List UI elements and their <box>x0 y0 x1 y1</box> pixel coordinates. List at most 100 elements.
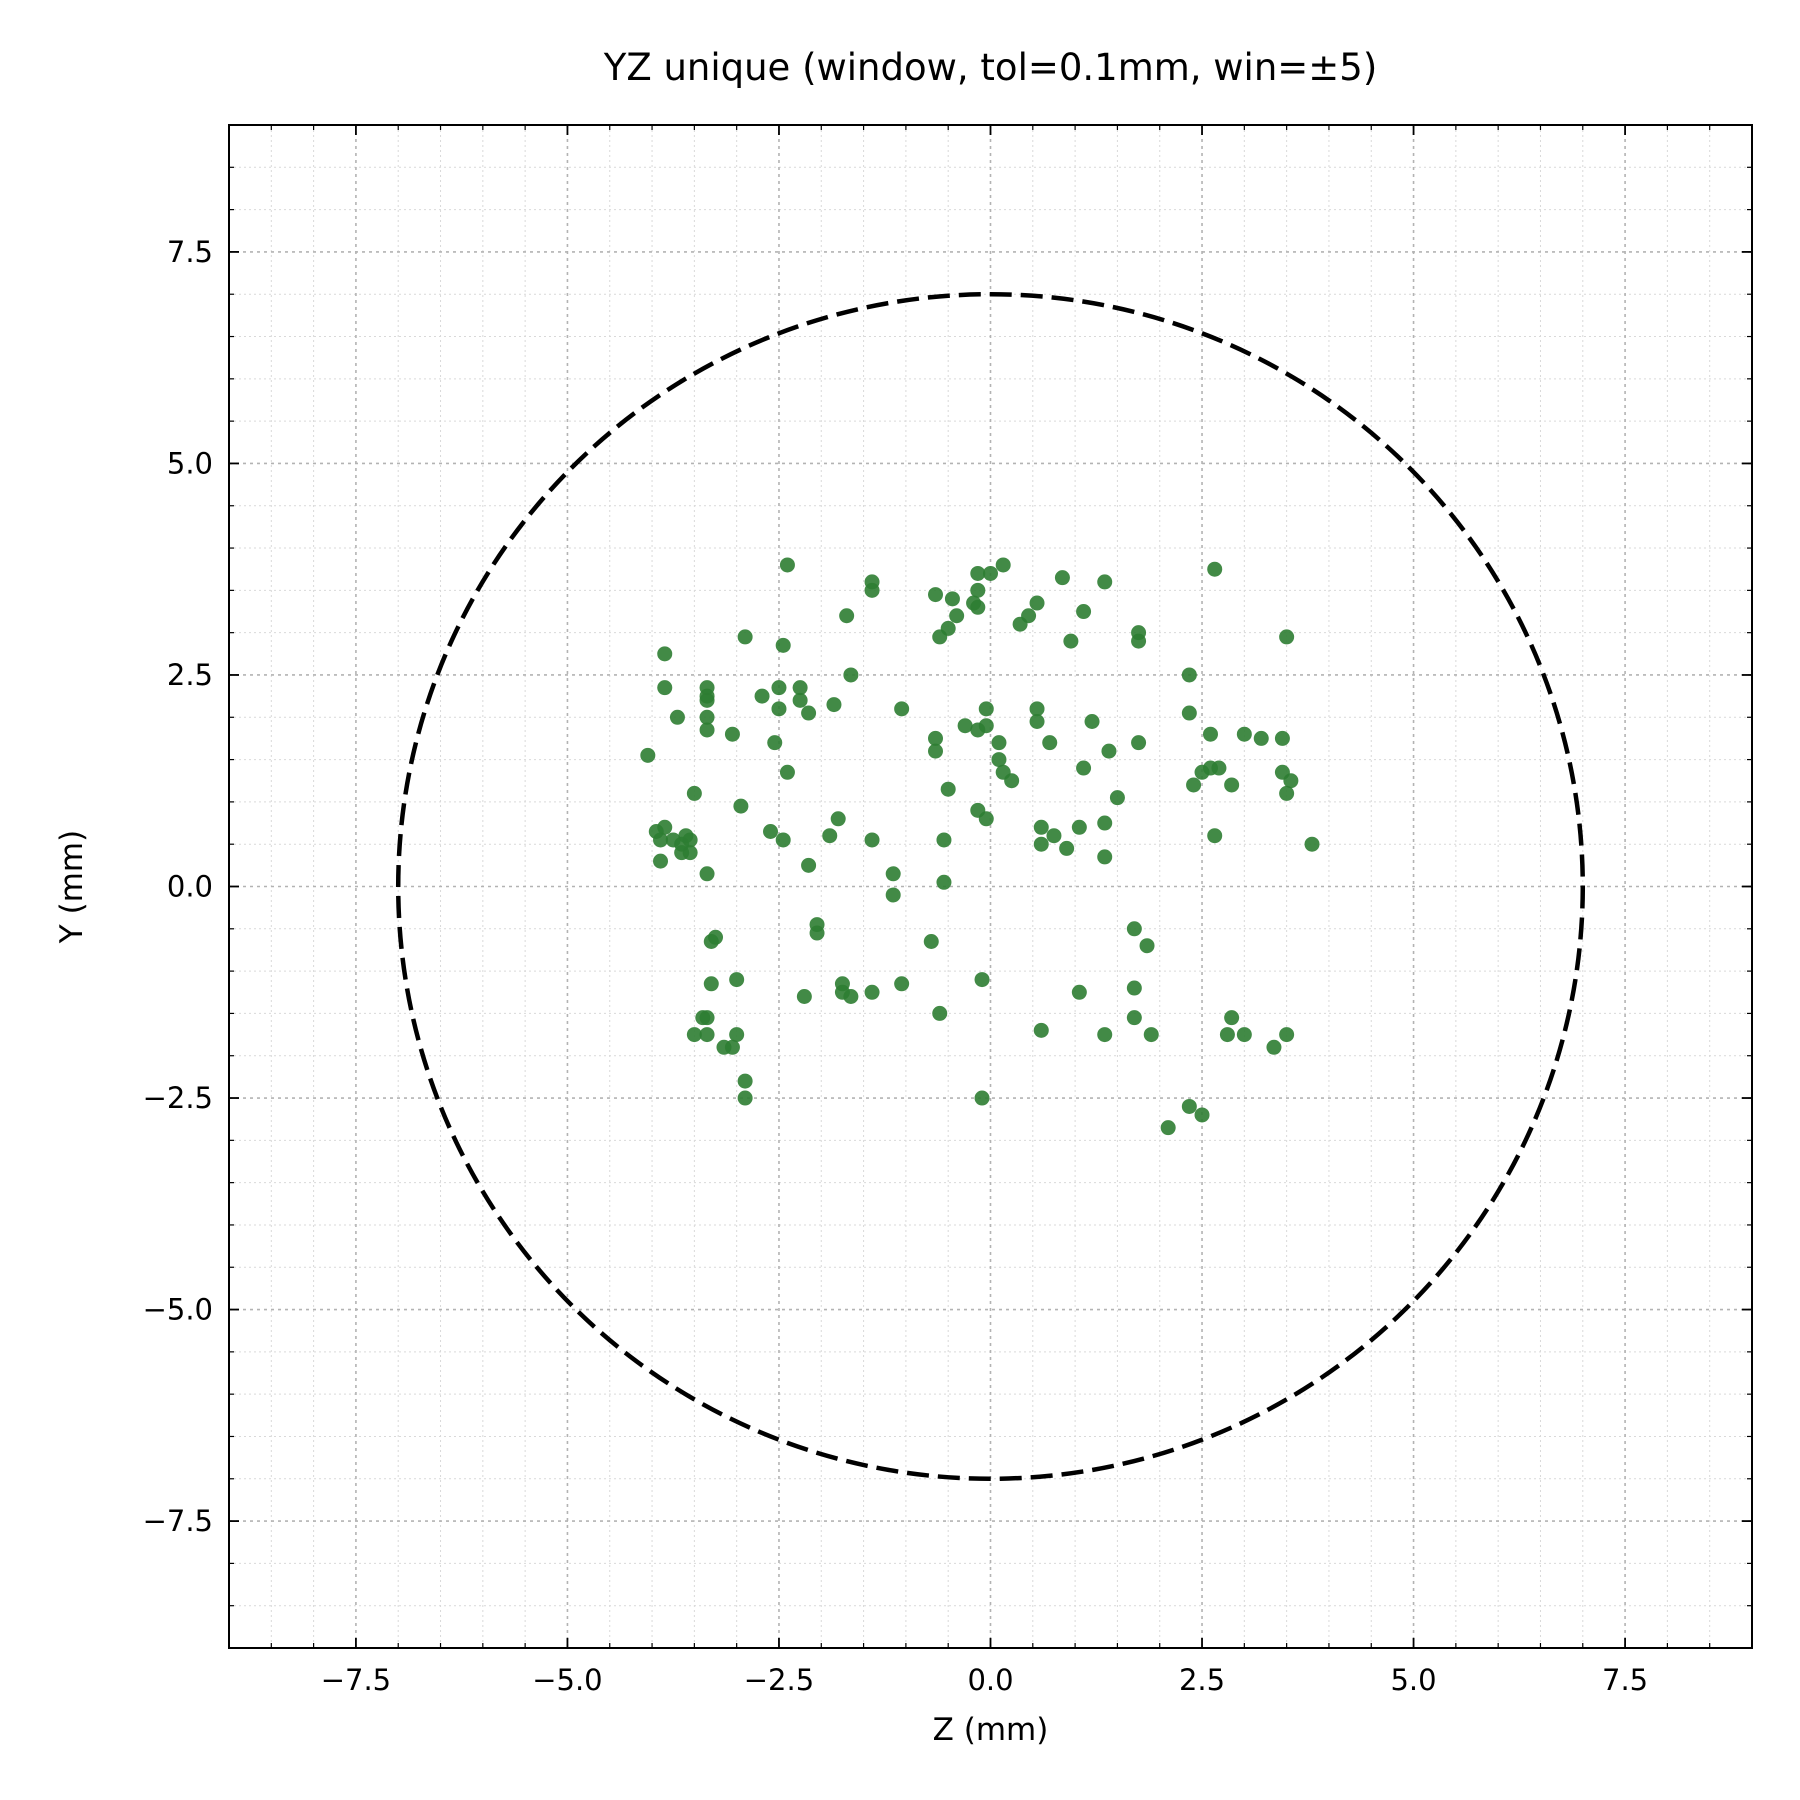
data-point <box>1071 819 1087 835</box>
data-point <box>771 701 787 717</box>
data-point <box>957 718 973 734</box>
data-point <box>1186 777 1202 793</box>
data-point <box>796 988 812 1004</box>
data-point <box>978 701 994 717</box>
data-point <box>885 866 901 882</box>
data-point <box>1279 1027 1295 1043</box>
data-point <box>640 747 656 763</box>
y-tick-label: −7.5 <box>143 1504 213 1538</box>
y-axis-label: Y (mm) <box>54 830 90 944</box>
data-point <box>724 1039 740 1055</box>
data-point <box>779 764 795 780</box>
data-point <box>703 976 719 992</box>
data-point <box>843 988 859 1004</box>
minor-grid <box>228 124 1753 1649</box>
data-point <box>1131 633 1147 649</box>
data-point <box>1084 714 1100 730</box>
data-point <box>1224 1010 1240 1026</box>
data-point <box>699 688 715 704</box>
data-point <box>1207 828 1223 844</box>
data-point <box>1046 828 1062 844</box>
data-point <box>699 1027 715 1043</box>
data-point <box>978 718 994 734</box>
data-point <box>1012 616 1028 632</box>
data-point <box>1131 735 1147 751</box>
x-tick-label: −7.5 <box>321 1663 391 1697</box>
data-point <box>801 857 817 873</box>
data-point <box>1004 773 1020 789</box>
data-point <box>826 697 842 713</box>
data-point <box>792 680 808 696</box>
data-point <box>928 743 944 759</box>
data-point <box>970 599 986 615</box>
x-tick-label: 7.5 <box>1602 1663 1648 1697</box>
x-tick-label: 2.5 <box>1179 1663 1225 1697</box>
data-point <box>1076 760 1092 776</box>
data-point <box>864 582 880 598</box>
data-point <box>1126 980 1142 996</box>
data-point <box>653 832 669 848</box>
data-point <box>1236 726 1252 742</box>
data-point <box>1071 984 1087 1000</box>
data-point <box>767 735 783 751</box>
data-point <box>991 752 1007 768</box>
data-point <box>936 874 952 890</box>
data-point <box>932 629 948 645</box>
data-point <box>754 688 770 704</box>
data-point <box>949 608 965 624</box>
data-point <box>944 591 960 607</box>
tick-labels: −7.5 −5.0 −2.5 0.0 2.5 5.0 7.5 −7.5 −5.0 −2.5 0.0 2… <box>143 235 1649 1697</box>
radius-circle <box>395 291 1586 1482</box>
data-point <box>733 798 749 814</box>
data-point <box>932 1005 948 1021</box>
data-point <box>1253 730 1269 746</box>
data-point <box>699 722 715 738</box>
data-point <box>974 1090 990 1106</box>
data-point <box>1029 714 1045 730</box>
data-point <box>1283 773 1299 789</box>
data-point <box>1097 574 1113 590</box>
data-point <box>1279 785 1295 801</box>
data-point <box>1143 1027 1159 1043</box>
data-point <box>983 565 998 581</box>
data-point <box>1054 570 1070 586</box>
data-point <box>1033 1022 1049 1038</box>
data-point <box>1279 629 1295 645</box>
major-grid <box>229 125 1752 1648</box>
data-point <box>894 701 910 717</box>
data-point <box>923 933 939 949</box>
data-point <box>1207 561 1223 577</box>
data-point <box>1029 595 1045 611</box>
data-point <box>991 735 1007 751</box>
data-point <box>1126 921 1142 937</box>
data-point <box>1236 1027 1252 1043</box>
x-tick-label: 0.0 <box>967 1663 1013 1697</box>
y-tick-label: −2.5 <box>143 1081 213 1115</box>
data-point <box>686 1027 702 1043</box>
data-point <box>1076 604 1092 620</box>
data-point <box>1097 1027 1113 1043</box>
data-point <box>792 692 808 708</box>
x-tick-label: −2.5 <box>744 1663 814 1697</box>
x-tick-label: 5.0 <box>1390 1663 1436 1697</box>
data-point <box>1274 730 1290 746</box>
data-point <box>657 646 673 662</box>
data-point <box>737 629 753 645</box>
data-point <box>1224 777 1240 793</box>
data-point <box>653 853 669 869</box>
data-point <box>1042 735 1058 751</box>
data-point <box>763 824 779 840</box>
data-point <box>940 781 956 797</box>
data-point <box>699 1010 715 1026</box>
data-point <box>737 1073 753 1089</box>
data-point <box>1181 705 1197 721</box>
data-point <box>1033 836 1049 852</box>
data-point <box>703 933 719 949</box>
data-point <box>1109 790 1125 806</box>
data-point <box>974 972 990 988</box>
data-point <box>894 976 910 992</box>
data-point <box>1139 938 1155 954</box>
x-axis-label: Z (mm) <box>933 1712 1049 1748</box>
data-point <box>1266 1039 1282 1055</box>
